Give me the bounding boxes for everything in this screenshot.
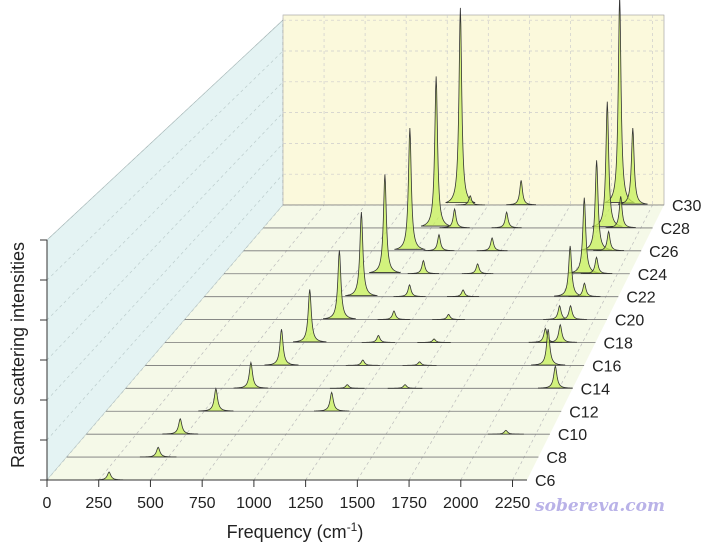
peak [345, 211, 378, 297]
series-label: C28 [661, 221, 690, 238]
peak [139, 446, 177, 458]
peak [264, 329, 299, 366]
wall-grid [46, 112, 284, 361]
peak [537, 364, 573, 389]
watermark: sobereva.com [534, 496, 665, 516]
peak [439, 207, 470, 229]
back-wall [282, 14, 665, 206]
x-tick-label: 250 [85, 495, 112, 512]
wall-grid [46, 173, 284, 441]
series-label: C18 [604, 336, 633, 353]
series-label: C6 [535, 473, 556, 490]
peak [393, 283, 426, 297]
peak [432, 313, 465, 320]
peak [407, 259, 440, 274]
peak [487, 429, 524, 435]
x-tick-label: 0 [43, 495, 52, 512]
peak [233, 360, 269, 389]
series-label: C12 [569, 404, 598, 421]
peak [491, 211, 522, 229]
y-axis-title: Raman scattering intensities [8, 242, 28, 468]
x-tick-label: 2000 [443, 495, 479, 512]
peak [162, 417, 199, 435]
peak [506, 180, 536, 206]
peak [345, 359, 380, 366]
peak [377, 310, 411, 320]
peak [198, 387, 234, 412]
peak [313, 391, 350, 412]
peak [361, 334, 396, 343]
series-label: C26 [649, 244, 678, 261]
x-tick-label: 2250 [495, 495, 531, 512]
wall-grid [46, 81, 284, 321]
peak [476, 236, 508, 252]
x-tick-label: 500 [137, 495, 164, 512]
wall-grid [46, 143, 284, 401]
peak [461, 263, 494, 275]
peak [455, 195, 486, 206]
peak [420, 76, 452, 227]
x-title-end: ) [357, 522, 363, 542]
peak [531, 329, 566, 366]
peak [593, 230, 625, 251]
wall-grid [46, 50, 284, 281]
x-tick-label: 1750 [391, 495, 427, 512]
x-tick-label: 750 [189, 495, 216, 512]
peak [369, 174, 401, 273]
series-label: C20 [615, 313, 644, 330]
peak [417, 338, 451, 343]
x-tick-label: 1500 [340, 495, 376, 512]
peak [617, 127, 648, 205]
x-tick-label: 1000 [236, 495, 272, 512]
peak [322, 250, 356, 320]
peak [554, 304, 587, 320]
series-label: C10 [558, 427, 587, 444]
peak [402, 361, 437, 366]
peak [423, 233, 455, 252]
series-label: C14 [581, 381, 610, 398]
series-label: C24 [638, 267, 667, 284]
x-title-main: Frequency (cm [227, 522, 347, 542]
series-label: C30 [672, 198, 701, 215]
peak [293, 289, 327, 343]
x-axis-title: Frequency (cm-1) [227, 520, 364, 542]
series-label: C22 [626, 290, 655, 307]
series-label: C8 [546, 450, 567, 467]
x-tick-label: 1250 [288, 495, 324, 512]
peak [394, 127, 426, 250]
peak [387, 384, 423, 389]
peak [605, 196, 636, 228]
peak [580, 256, 613, 274]
x-title-sup: -1 [347, 520, 358, 534]
peak [447, 289, 480, 297]
peak [329, 384, 365, 389]
peak [568, 282, 601, 297]
series-label: C16 [592, 358, 621, 375]
